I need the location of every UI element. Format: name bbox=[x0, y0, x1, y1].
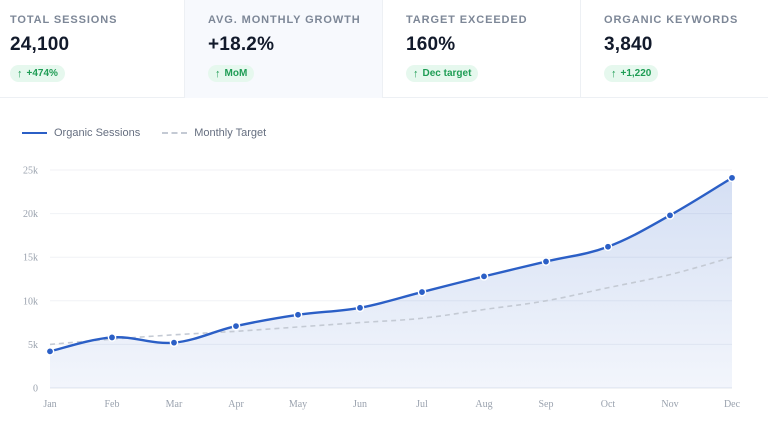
x-axis-ticks: Jan Feb Mar Apr May Jun Jul Aug Sep Oct Nov Dec bbox=[43, 399, 740, 410]
sessions-area-fill bbox=[50, 177, 732, 388]
sessions-data-point bbox=[417, 287, 427, 297]
stat-badge-text: MoM bbox=[224, 68, 248, 79]
stat-card-monthly-growth: AVG. MONTHLY GROWTH +18.2% ↑ MoM bbox=[185, 0, 383, 98]
y-tick-label: 15k bbox=[23, 253, 38, 264]
x-tick-label: Feb bbox=[105, 399, 120, 410]
target-line bbox=[49, 256, 733, 346]
y-tick-label: 5k bbox=[28, 340, 38, 351]
legend-item-organic-sessions[interactable]: Organic Sessions bbox=[22, 127, 140, 139]
stat-card-organic-keywords: ORGANIC KEYWORDS 3,840 ↑ +1,220 bbox=[581, 0, 768, 98]
x-tick-label: Oct bbox=[601, 399, 616, 410]
arrow-up-icon: ↑ bbox=[413, 67, 419, 80]
x-tick-label: Jun bbox=[353, 399, 367, 410]
x-tick-label: Aug bbox=[475, 399, 492, 410]
arrow-up-icon: ↑ bbox=[17, 67, 23, 80]
stat-badge: ↑ MoM bbox=[208, 65, 255, 82]
stat-badge-text: +1,220 bbox=[620, 68, 652, 79]
y-tick-label: 0 bbox=[33, 384, 38, 395]
y-axis-ticks: 0 5k 10k 15k 20k 25k bbox=[23, 166, 38, 395]
sessions-data-point bbox=[107, 333, 117, 342]
y-tick-label: 10k bbox=[23, 296, 38, 307]
x-tick-label: Dec bbox=[724, 399, 741, 410]
legend-swatch-dashed bbox=[162, 132, 188, 134]
x-tick-label: Sep bbox=[539, 399, 554, 410]
x-tick-label: Apr bbox=[228, 399, 244, 410]
x-tick-label: Mar bbox=[166, 399, 183, 410]
sessions-data-point bbox=[603, 242, 613, 252]
sessions-data-point bbox=[231, 321, 241, 331]
sessions-data-point bbox=[479, 272, 489, 281]
stat-value: 3,840 bbox=[604, 34, 653, 55]
stats-row: TOTAL SESSIONS 24,100 ↑ +474% AVG. MONTH… bbox=[0, 0, 768, 98]
arrow-up-icon: ↑ bbox=[215, 67, 221, 80]
chart-legend: Organic Sessions Monthly Target bbox=[22, 127, 288, 139]
stat-badge: ↑ +474% bbox=[10, 65, 65, 82]
stat-value: 160% bbox=[406, 34, 456, 55]
sessions-data-point bbox=[541, 257, 551, 266]
chart-points bbox=[45, 173, 737, 356]
sessions-data-point bbox=[727, 173, 737, 183]
stat-label: TOTAL SESSIONS bbox=[10, 14, 118, 26]
legend-swatch-solid bbox=[22, 132, 47, 134]
stat-badge-text: +474% bbox=[26, 68, 58, 79]
sessions-data-point bbox=[665, 211, 675, 220]
y-tick-label: 20k bbox=[23, 209, 38, 220]
chart-series bbox=[49, 176, 733, 388]
stat-label: ORGANIC KEYWORDS bbox=[604, 14, 739, 26]
stat-badge-text: Dec target bbox=[422, 68, 472, 79]
sessions-data-point bbox=[355, 303, 365, 313]
sessions-line bbox=[49, 176, 733, 353]
legend-label: Organic Sessions bbox=[54, 127, 141, 139]
stat-label: TARGET EXCEEDED bbox=[406, 14, 528, 26]
stat-value: 24,100 bbox=[10, 34, 70, 55]
sessions-data-point bbox=[293, 310, 303, 320]
y-tick-label: 25k bbox=[23, 166, 38, 177]
sessions-data-point bbox=[45, 347, 55, 356]
stat-card-target-exceeded: TARGET EXCEEDED 160% ↑ Dec target bbox=[383, 0, 581, 98]
stat-value: +18.2% bbox=[208, 34, 275, 55]
x-tick-label: Jan bbox=[43, 399, 56, 410]
stat-label: AVG. MONTHLY GROWTH bbox=[208, 14, 361, 26]
stat-card-total-sessions: TOTAL SESSIONS 24,100 ↑ +474% bbox=[0, 0, 185, 98]
arrow-up-icon: ↑ bbox=[611, 67, 617, 80]
stat-badge: ↑ Dec target bbox=[406, 65, 479, 82]
x-tick-label: May bbox=[289, 399, 307, 410]
x-tick-label: Jul bbox=[416, 399, 428, 410]
legend-item-monthly-target[interactable]: Monthly Target bbox=[162, 127, 266, 139]
x-tick-label: Nov bbox=[661, 399, 678, 410]
legend-label: Monthly Target bbox=[194, 127, 267, 139]
sessions-data-point bbox=[169, 338, 179, 347]
stat-badge: ↑ +1,220 bbox=[604, 65, 659, 82]
